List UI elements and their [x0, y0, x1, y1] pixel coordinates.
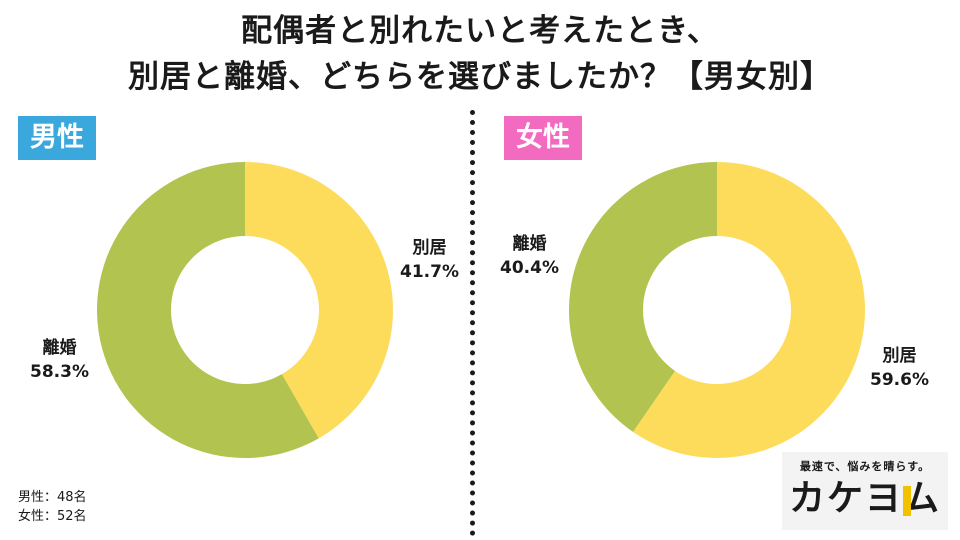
brand-logo: 最速で、悩みを晴らす。 カケヨム: [782, 452, 948, 530]
male-divorce-label: 離婚 58.3%: [30, 336, 89, 384]
female-divorce-value: 40.4%: [500, 258, 559, 278]
female-donut-chart: [569, 162, 865, 459]
sample-size-note: 男性：48名 女性：52名: [18, 488, 87, 526]
female-divorce-label: 離婚 40.4%: [500, 232, 559, 280]
male-divorce-value: 58.3%: [30, 362, 89, 382]
male-sample-size: 男性：48名: [18, 490, 87, 505]
male-donut-chart: [97, 162, 394, 458]
male-slice-divorce: [97, 162, 319, 458]
male-separation-value: 41.7%: [400, 262, 459, 282]
female-separation-value: 59.6%: [870, 370, 929, 390]
male-badge: 男性: [18, 116, 96, 160]
female-slice-divorce: [569, 162, 717, 432]
male-divorce-name: 離婚: [42, 338, 77, 358]
panel-divider: [470, 110, 475, 536]
title-line-1: 配偶者と別れたいと考えたとき、: [241, 13, 719, 49]
female-divorce-name: 離婚: [512, 234, 547, 254]
chart-title: 配偶者と別れたいと考えたとき、 別居と離婚、どちらを選びましたか？【男女別】: [0, 8, 960, 100]
male-slice-separation: [245, 162, 394, 439]
brand-accent-mark: [903, 486, 911, 516]
male-separation-name: 別居: [412, 238, 447, 258]
title-line-2: 別居と離婚、どちらを選びましたか？【男女別】: [128, 59, 832, 95]
brand-name: カケヨム: [788, 478, 941, 519]
female-badge: 女性: [504, 116, 582, 160]
male-separation-label: 別居 41.7%: [400, 236, 459, 284]
brand-tagline: 最速で、悩みを晴らす。: [799, 460, 931, 473]
female-separation-label: 別居 59.6%: [870, 344, 929, 392]
female-separation-name: 別居: [882, 346, 917, 366]
female-sample-size: 女性：52名: [18, 509, 87, 524]
female-slice-separation: [633, 162, 865, 459]
